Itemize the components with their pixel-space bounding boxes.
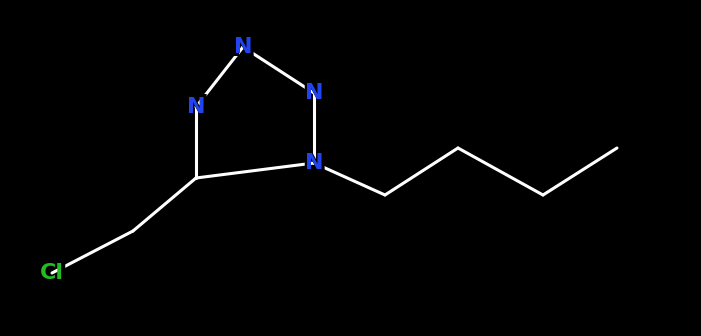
Text: N: N (301, 149, 327, 177)
Text: N: N (231, 33, 256, 61)
Text: N: N (305, 153, 323, 173)
Text: Cl: Cl (36, 258, 69, 288)
Text: N: N (301, 79, 327, 108)
Text: N: N (186, 97, 205, 117)
Text: N: N (305, 83, 323, 103)
Text: N: N (184, 92, 209, 122)
Text: Cl: Cl (40, 263, 64, 283)
Text: N: N (233, 37, 252, 57)
